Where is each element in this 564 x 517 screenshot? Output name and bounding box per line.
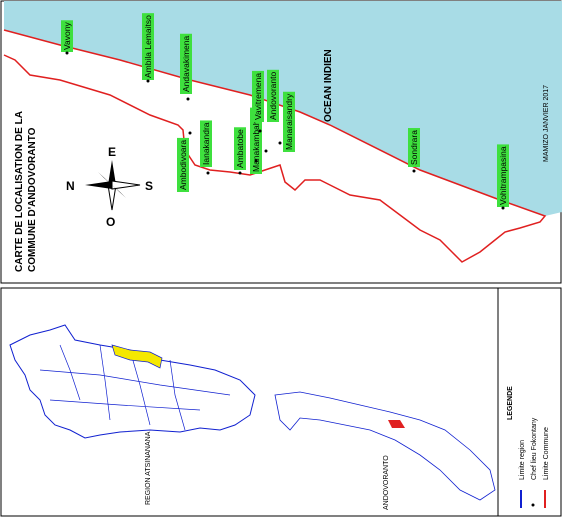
- place-label-bg: [142, 13, 154, 80]
- place-point: [254, 159, 258, 163]
- ocean-label: OCEAN INDIEN: [323, 49, 334, 122]
- place-point: [412, 169, 416, 173]
- legend-point-swatch: [531, 503, 535, 507]
- place-label-bg: [252, 70, 264, 122]
- commune-boundary: [3, 29, 547, 263]
- place-point: [238, 171, 242, 175]
- compass-south: S: [145, 179, 153, 193]
- place-label: Andavakimena: [181, 35, 191, 92]
- place-label: Sondrara: [409, 130, 419, 165]
- place-label: Ianakandra: [201, 122, 211, 165]
- place-point: [258, 129, 262, 133]
- district-lines: [39, 344, 231, 431]
- place-label: Vavitremena: [253, 73, 263, 120]
- commune-zoom: [388, 420, 405, 428]
- place-point: [65, 51, 69, 55]
- place-point: [501, 206, 505, 210]
- legend-item: Chef lieu Fokontany: [531, 417, 538, 480]
- place-label-bg: [180, 33, 192, 94]
- place-label: Manakambahiny: [251, 109, 261, 172]
- place-label-bg: [267, 69, 279, 122]
- place-point: [188, 131, 192, 135]
- compass-east: E: [108, 145, 116, 159]
- place-point: [264, 149, 268, 153]
- place-label: Vavony: [62, 22, 72, 50]
- map-title: COMMUNE D'ANDOVORANTO: [27, 127, 38, 272]
- place-label-bg: [177, 137, 189, 192]
- legend-item: Limite Commune: [543, 427, 550, 480]
- region-label: REGION ATSINANANA: [145, 431, 152, 505]
- place-label-bg: [61, 20, 73, 52]
- commune-highlight: [111, 344, 163, 369]
- compass: E S N O: [66, 145, 153, 229]
- place-label: Ambodivoara: [178, 140, 188, 190]
- zoom-outline: [274, 391, 496, 501]
- legend-item: Limite region: [519, 440, 526, 480]
- place-label-bg: [408, 128, 420, 167]
- place-label-bg: [200, 120, 212, 167]
- place-point: [146, 79, 150, 83]
- place-point: [186, 97, 190, 101]
- commune-label: ANDOVORANTO: [383, 455, 390, 510]
- places: Vavony Ambila Lemaitso Andavakimena Ambodiv…: [61, 13, 509, 210]
- compass-north: N: [66, 179, 75, 193]
- place-label: Ambila Lemaitso: [143, 15, 153, 78]
- place-label: Manaraisandry: [284, 93, 294, 150]
- place-point: [206, 171, 210, 175]
- place-label-bg: [234, 127, 246, 170]
- place-label-bg: [497, 144, 509, 207]
- place-label: Ambatobe: [235, 129, 245, 168]
- legend-title: LEGENDE: [507, 386, 514, 420]
- place-label: Andovoranto: [268, 72, 278, 120]
- place-point: [278, 141, 282, 145]
- compass-west: O: [106, 215, 115, 229]
- place-label: Vohitrampasina: [498, 146, 508, 205]
- place-label-bg: [283, 91, 295, 152]
- author: MAMIZO JANVIER 2017: [543, 85, 550, 162]
- place-label-bg: [250, 107, 262, 174]
- map-title: CARTE DE LOCALISATION DE LA: [14, 111, 25, 272]
